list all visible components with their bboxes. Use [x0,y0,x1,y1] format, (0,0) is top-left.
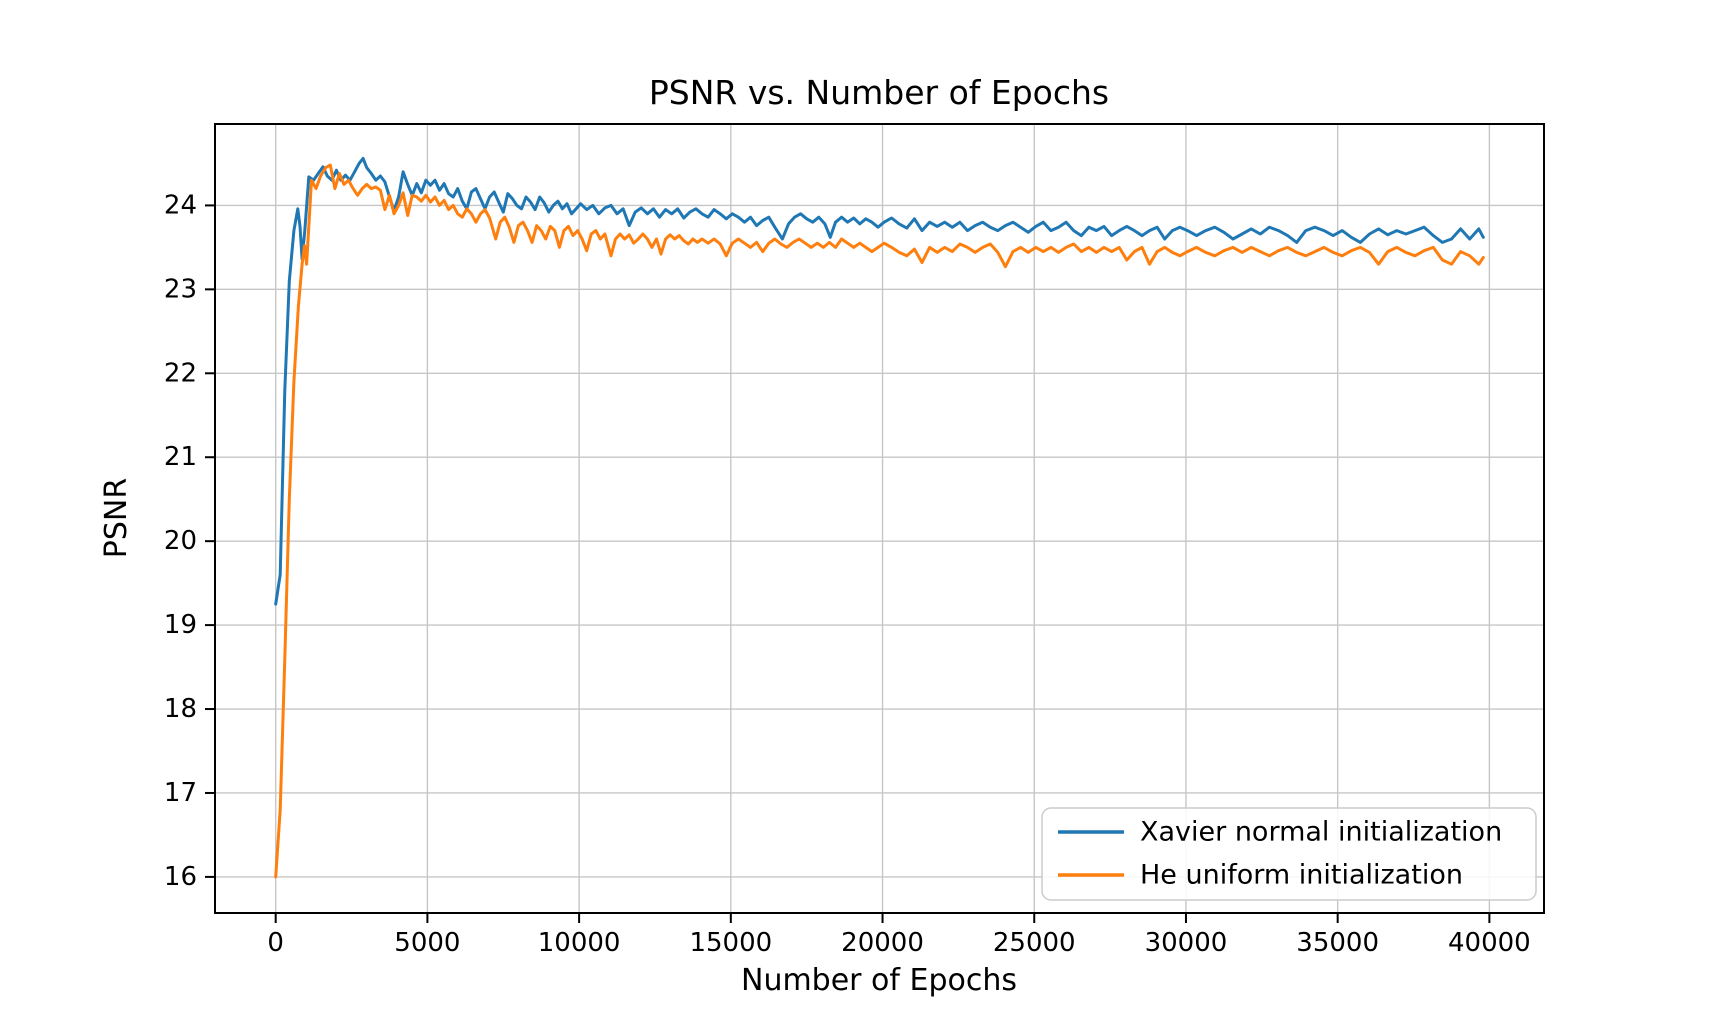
axes-spines [214,123,1545,914]
series-layer [274,156,1485,879]
grid-layer [215,124,1544,913]
y-tick-label: 21 [164,442,197,472]
x-tick-label: 25000 [993,928,1076,958]
y-tick-label: 18 [164,694,197,724]
tick-layer: 0 5000 10000 15000 20000 25000 30000 35000 40000… [164,190,1531,958]
x-tick-label: 10000 [538,928,621,958]
y-tick-label: 22 [164,358,197,388]
legend-box [1041,807,1537,901]
chart-title: PSNR vs. Number of Epochs [649,73,1109,112]
x-tick-label: 30000 [1145,928,1228,958]
y-tick-label: 16 [164,862,197,892]
series-line-0 [274,156,1485,606]
y-tick-label: 19 [164,610,197,640]
x-tick-label: 40000 [1448,928,1531,958]
x-tick-label: 20000 [841,928,924,958]
y-tick-label: 17 [164,778,197,808]
y-tick-label: 24 [164,190,197,220]
x-tick-label: 5000 [394,928,460,958]
y-axis-label: PSNR [99,478,134,558]
legend: Xavier normal initialization He uniform … [1041,807,1537,901]
series-line-1 [274,163,1485,879]
y-tick-label: 23 [164,274,197,304]
x-tick-label: 35000 [1296,928,1379,958]
y-tick-label: 20 [164,526,197,556]
legend-label-xavier: Xavier normal initialization [1140,817,1502,848]
x-tick-label: 15000 [689,928,772,958]
x-axis-label: Number of Epochs [741,963,1017,998]
x-tick-label: 0 [267,928,284,958]
legend-label-he-uniform: He uniform initialization [1140,860,1463,891]
